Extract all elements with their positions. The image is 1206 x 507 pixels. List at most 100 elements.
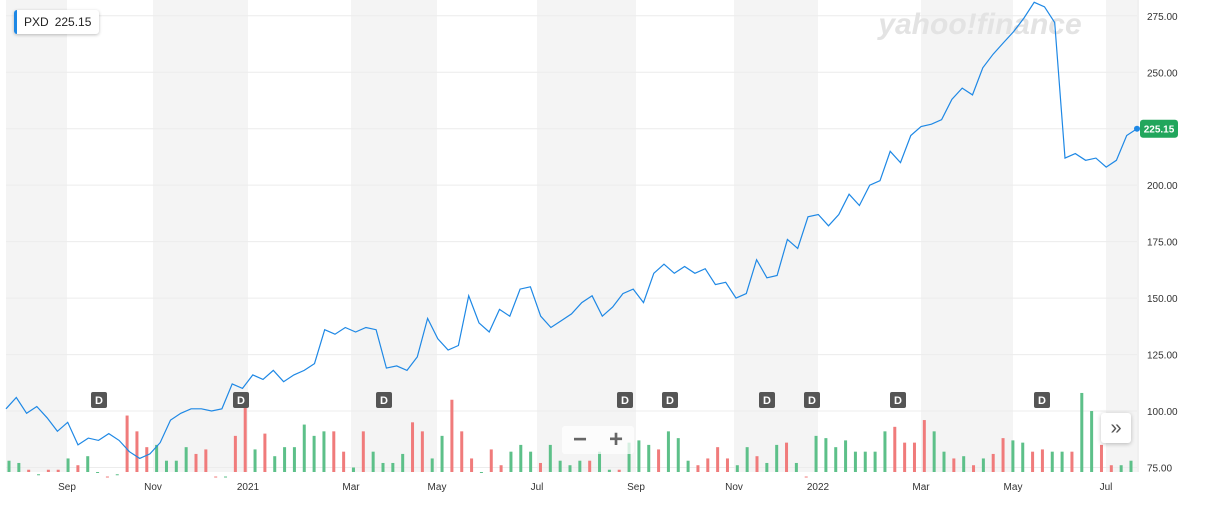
dividend-marker[interactable]: D xyxy=(759,392,775,408)
dividend-marker[interactable]: D xyxy=(662,392,678,408)
y-tick-label: 125.00 xyxy=(1147,351,1178,362)
dividend-marker-box xyxy=(804,392,820,408)
volume-bar xyxy=(873,451,877,472)
y-tick-label: 150.00 xyxy=(1147,294,1178,305)
volume-bar xyxy=(716,447,720,472)
scroll-right-button[interactable]: » xyxy=(1101,413,1131,443)
volume-bar xyxy=(194,453,198,472)
volume-bar xyxy=(991,453,995,472)
volume-bar xyxy=(775,444,779,472)
dividend-marker-box xyxy=(759,392,775,408)
volume-bar xyxy=(755,456,759,472)
last-price-dot xyxy=(1134,125,1140,132)
volume-bar xyxy=(411,422,415,472)
volume-bar xyxy=(893,426,897,472)
dividend-marker-label: D xyxy=(95,395,103,407)
volume-bar xyxy=(962,456,966,472)
dividend-marker[interactable]: D xyxy=(91,392,107,408)
volume-bar xyxy=(351,467,355,472)
last-price-label: 225.15 xyxy=(1144,125,1175,136)
volume-bar xyxy=(96,472,100,473)
ticker-badge[interactable]: PXD 225.15 xyxy=(14,10,100,34)
volume-bar xyxy=(922,420,926,472)
volume-bar xyxy=(499,465,503,472)
volume-bar xyxy=(942,451,946,472)
y-tick-label: 100.00 xyxy=(1147,407,1178,418)
volume-bar xyxy=(312,435,316,472)
volume-bar xyxy=(401,453,405,472)
x-tick-label: May xyxy=(1004,482,1023,493)
x-tick-label: Sep xyxy=(627,482,645,493)
dividend-marker-label: D xyxy=(894,395,902,407)
volume-bar xyxy=(853,451,857,472)
volume-bar xyxy=(332,431,336,472)
yahoo-finance-watermark: yahoo!finance xyxy=(876,8,1081,41)
volume-bar xyxy=(824,438,828,472)
y-tick-label: 200.00 xyxy=(1147,181,1178,192)
dividend-marker[interactable]: D xyxy=(233,392,249,408)
zoom-out-button[interactable]: − xyxy=(572,426,587,453)
volume-bar xyxy=(381,462,385,472)
volume-bar xyxy=(105,476,109,478)
volume-bar xyxy=(1099,444,1103,472)
volume-bar xyxy=(342,451,346,472)
volume-bar xyxy=(725,458,729,472)
volume-bar xyxy=(1119,465,1123,472)
volume-bar xyxy=(292,447,296,472)
volume-bar xyxy=(785,442,789,472)
volume-bar xyxy=(1031,451,1035,472)
volume-bar xyxy=(145,447,149,472)
x-tick-label: May xyxy=(428,482,447,493)
volume-bar xyxy=(1129,460,1133,472)
dividend-marker[interactable]: D xyxy=(804,392,820,408)
volume-bar xyxy=(912,442,916,472)
x-tick-label: 2022 xyxy=(807,482,830,493)
volume-bar xyxy=(1021,442,1025,472)
dividend-marker[interactable]: D xyxy=(376,392,392,408)
zoom-controls: − + xyxy=(562,426,634,454)
volume-bar xyxy=(1070,451,1074,472)
x-tick-label: Nov xyxy=(725,482,743,493)
volume-bar xyxy=(135,431,139,472)
volume-bar xyxy=(706,458,710,472)
zoom-in-button[interactable]: + xyxy=(608,426,623,453)
volume-bar xyxy=(834,447,838,472)
volume-bar xyxy=(214,476,218,478)
volume-bar xyxy=(863,451,867,472)
volume-bar xyxy=(1001,438,1005,472)
volume-bar xyxy=(322,431,326,472)
dividend-marker-box xyxy=(91,392,107,408)
volume-bar xyxy=(548,444,552,472)
dividend-marker[interactable]: D xyxy=(1034,392,1050,408)
volume-bar xyxy=(794,462,798,472)
volume-bar xyxy=(440,435,444,472)
volume-bar xyxy=(204,449,208,472)
volume-bar xyxy=(1109,465,1113,472)
month-band xyxy=(1106,0,1137,472)
volume-bar xyxy=(224,476,228,478)
volume-bar xyxy=(371,451,375,472)
volume-bar xyxy=(972,465,976,472)
month-band xyxy=(153,0,248,472)
dividend-marker-box xyxy=(1034,392,1050,408)
x-tick-label: Mar xyxy=(342,482,360,493)
volume-bar xyxy=(647,444,651,472)
volume-bar xyxy=(1090,411,1094,472)
volume-bar xyxy=(66,458,70,472)
y-tick-label: 250.00 xyxy=(1147,68,1178,79)
volume-bar xyxy=(263,433,267,472)
volume-bar xyxy=(283,447,287,472)
dividend-marker[interactable]: D xyxy=(890,392,906,408)
x-tick-label: Jul xyxy=(531,482,544,493)
volume-bar xyxy=(637,440,641,472)
dividend-marker-label: D xyxy=(621,395,629,407)
volume-bar xyxy=(391,462,395,472)
dividend-marker[interactable]: D xyxy=(617,392,633,408)
x-tick-label: 2021 xyxy=(237,482,260,493)
volume-bar xyxy=(676,438,680,472)
volume-bar xyxy=(1080,392,1084,472)
volume-bar xyxy=(509,451,513,472)
volume-bar xyxy=(164,460,168,472)
